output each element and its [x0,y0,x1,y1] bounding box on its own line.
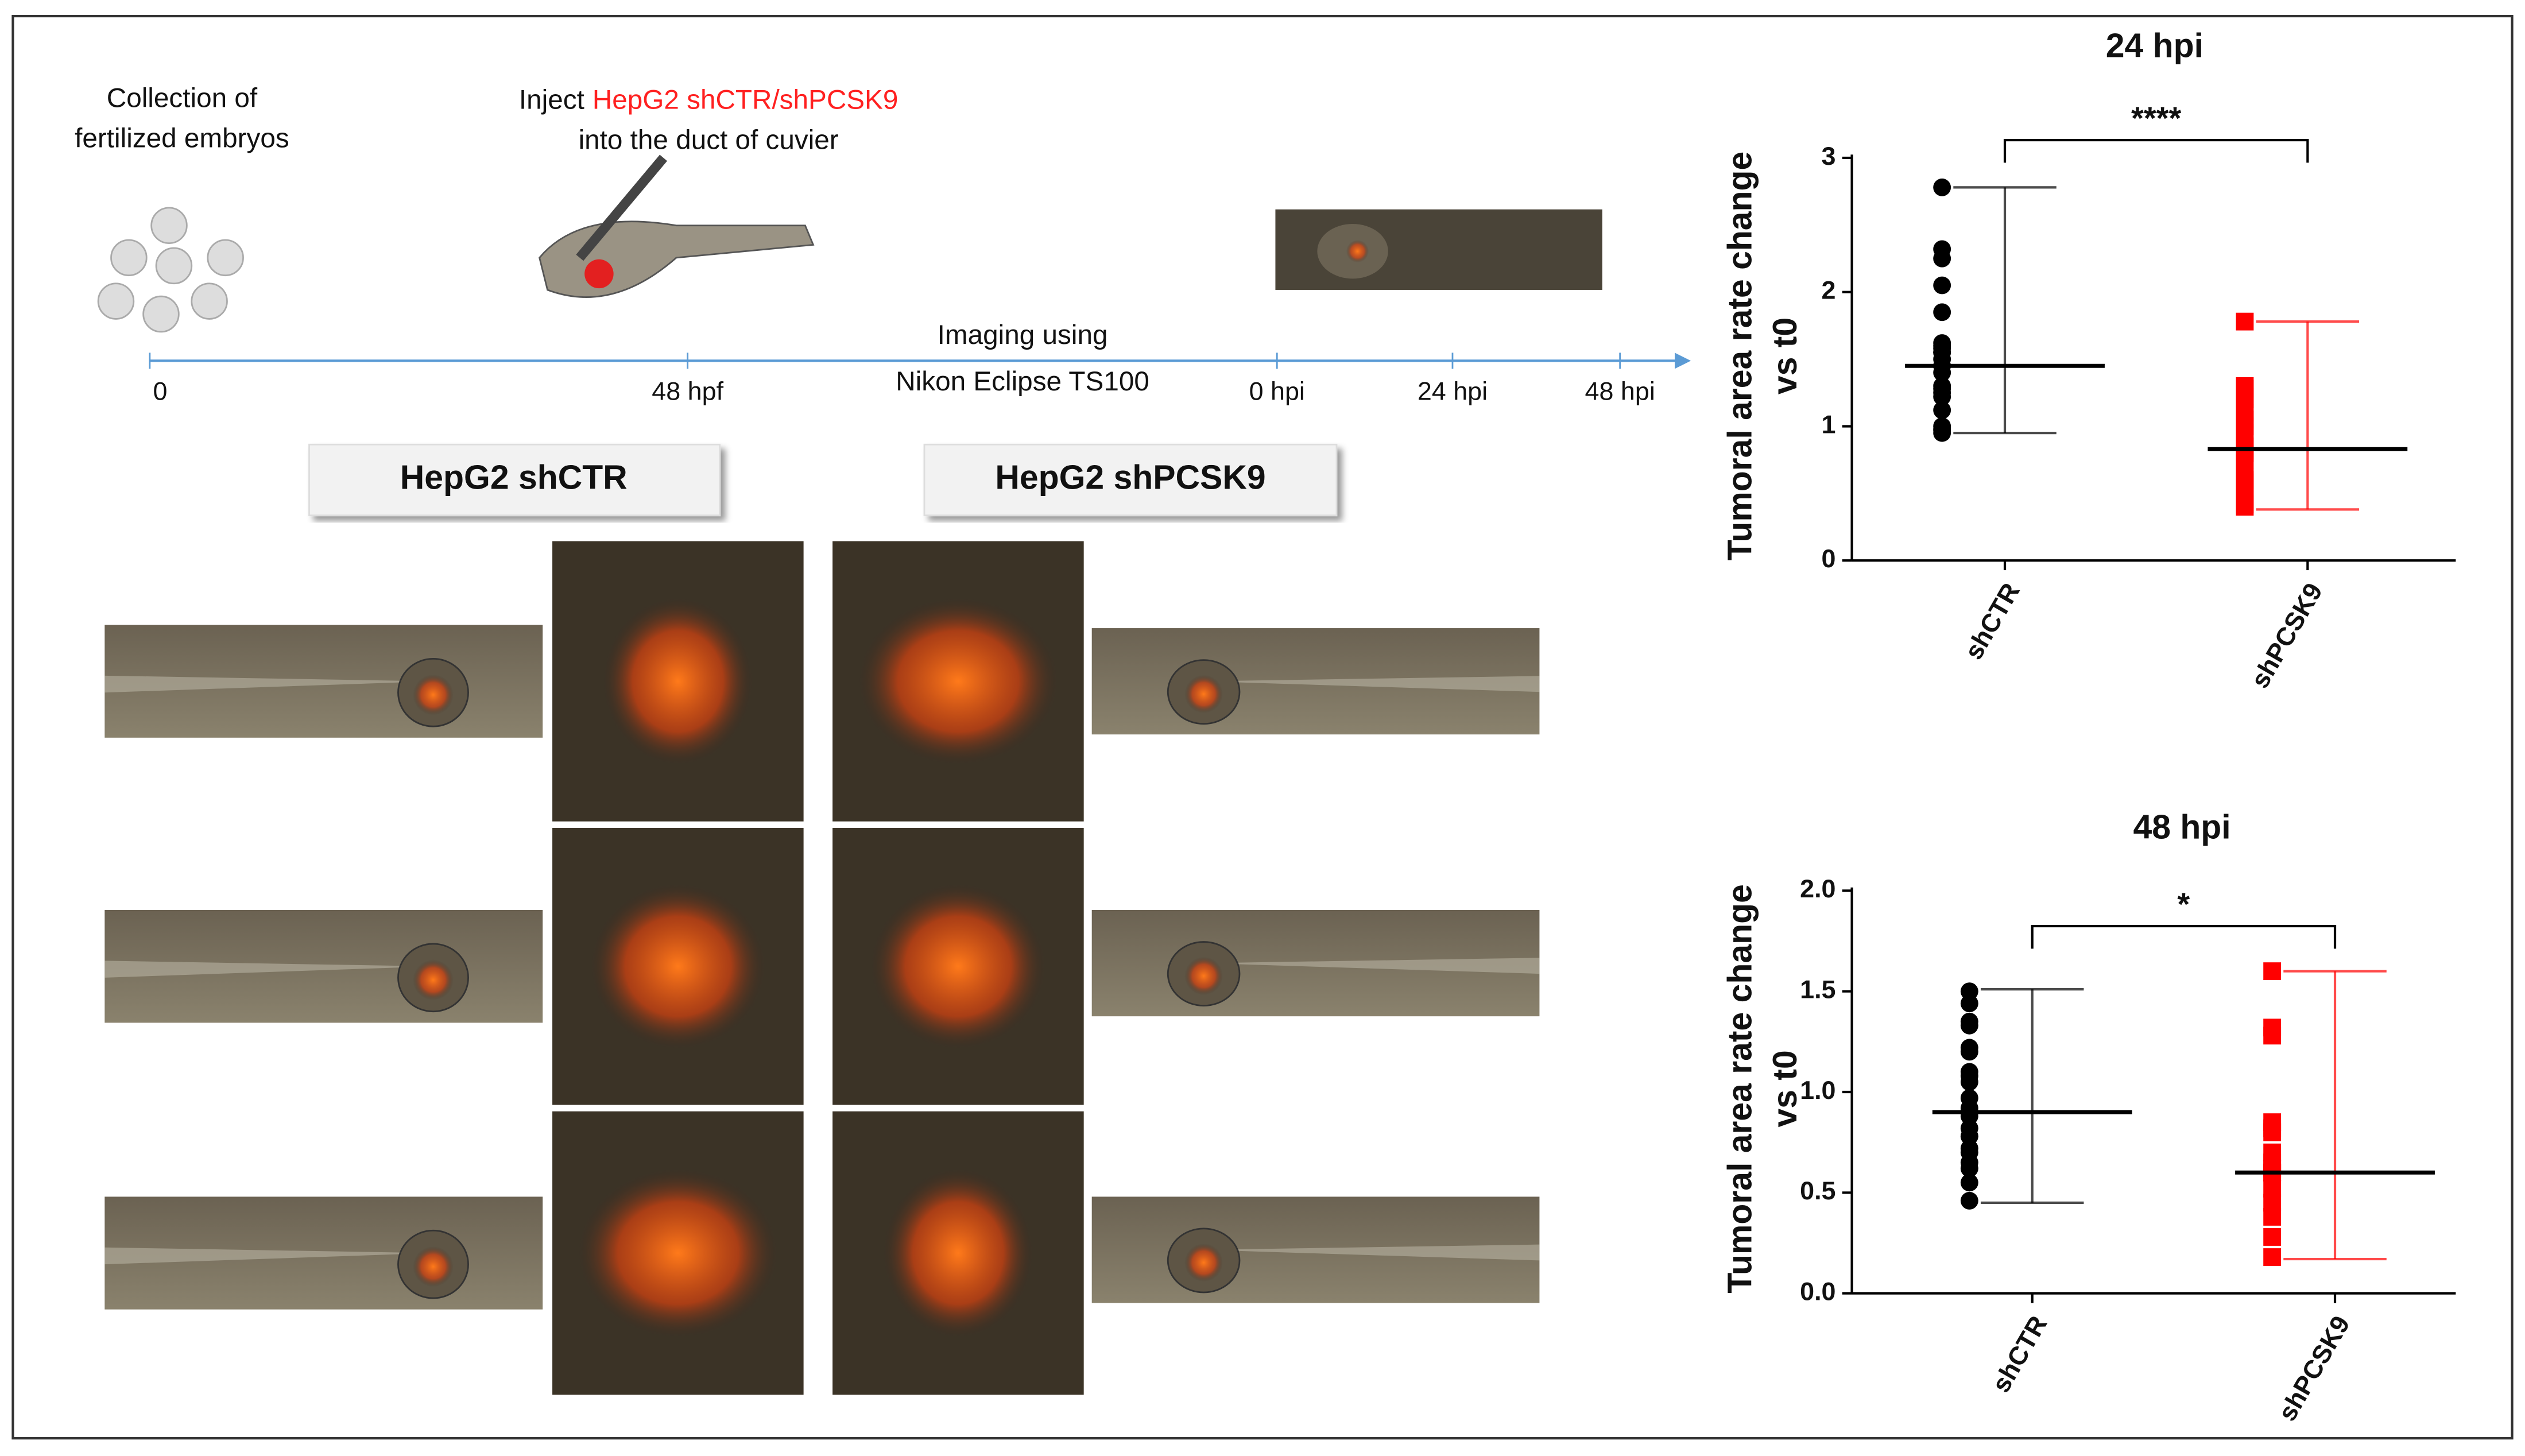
y-tick-label: 1 [1822,409,1836,439]
timeline-label: 0 [153,376,167,405]
timeline-label: 48 hpf [652,376,723,405]
data-point [1933,178,1951,196]
data-point [2236,498,2254,516]
fish-body [1203,958,1540,974]
x-tick-label: shPCSK9 [2272,1311,2356,1426]
tumor-signal [413,1246,454,1287]
data-point [2263,1228,2282,1246]
y-tick-label: 0 [1822,544,1836,573]
data-point [2263,1207,2282,1226]
significance-bracket [2003,138,2309,163]
timeline-arrow [1675,353,1691,369]
data-point [1933,363,1951,382]
imaging-line1: Imaging using [938,320,1108,350]
significance-label: **** [2131,100,2181,136]
data-point [1960,1159,1978,1178]
injection-prefix: Inject [519,84,584,115]
panel-header-box [308,443,721,517]
x-tick-label: shPCSK9 [2245,578,2328,693]
y-tick-label: 1.5 [1800,975,1835,1004]
tumor-signal [590,883,766,1050]
tumor-signal [1184,957,1223,996]
fish-body [1203,676,1540,692]
y-axis-label: Tumoral area rate change [1721,152,1759,560]
y-tick-label: 0.0 [1800,1277,1835,1306]
data-point [1960,1191,1978,1210]
frame [11,14,2514,1440]
data-point [1933,388,1951,406]
injection-highlight: HepG2 shCTR/shPCSK9 [592,84,899,115]
data-point [1933,421,1951,439]
x-tick-label: shCTR [1986,1311,2052,1397]
significance-bracket [2031,924,2337,949]
fish-body [1203,1244,1540,1261]
data-point [2263,1248,2282,1266]
data-point [1960,1016,1978,1035]
data-point [1933,249,1951,268]
injection-line2: into the duct of cuvier [579,125,839,155]
y-tick-label: 2 [1822,276,1836,305]
data-point [1960,1043,1978,1061]
tumor-signal [602,597,754,766]
injected-fish [539,154,815,298]
tumor-signal [870,883,1047,1050]
data-point [2263,1027,2282,1045]
timeline-label: 0 hpi [1249,376,1305,405]
y-axis-label: vs t0 [1767,1050,1804,1127]
chart-title: 48 hpi [2133,808,2230,846]
tumor-signal [413,959,454,1001]
y-tick-label: 1.0 [1800,1075,1835,1105]
tumor-signal [577,1168,779,1338]
injection-line1: Inject HepG2 shCTR/shPCSK9 [519,84,898,115]
y-axis-label: Tumoral area rate change [1721,884,1759,1293]
y-tick-label: 2.0 [1800,874,1835,903]
y-axis-label: vs t0 [1767,317,1804,394]
timeline-label: 48 hpi [1585,376,1655,405]
data-point [1933,336,1951,355]
x-tick-label: shCTR [1958,578,2025,665]
panel-header-box [923,443,1338,517]
data-point [1933,276,1951,295]
timeline-label: 24 hpi [1418,376,1488,405]
data-point [2263,962,2282,981]
collection-line2: fertilized embryos [75,123,289,154]
imaging-line2: Nikon Eclipse TS100 [896,366,1149,397]
significance-label: * [2177,886,2190,922]
y-tick-label: 3 [1822,141,1836,171]
data-point [2236,451,2254,469]
panel-header: HepG2 shCTR [400,459,628,497]
data-point [1933,303,1951,322]
data-point [1933,401,1951,419]
data-point [1960,1073,1978,1091]
collection-line1: Collection of [107,83,258,114]
imaged-fish [1275,209,1602,290]
data-point [1960,994,1978,1013]
tumor-signal [1184,1243,1223,1282]
data-point [2263,1123,2282,1141]
tumor-signal [413,674,454,715]
data-point [1960,1174,1978,1192]
y-tick-label: 0.5 [1800,1176,1835,1205]
tumor-signal [1184,675,1223,714]
tumor-signal [882,1168,1034,1338]
panel-header: HepG2 shPCSK9 [995,459,1265,497]
fish-body [104,1247,433,1265]
embryos [97,207,244,333]
tumor-signal [857,597,1059,766]
data-point [2236,312,2254,331]
chart-title: 24 hpi [2106,28,2203,65]
